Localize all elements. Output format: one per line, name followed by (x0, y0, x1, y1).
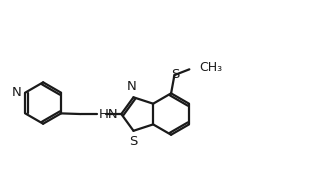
Text: S: S (129, 135, 138, 148)
Text: N: N (127, 80, 136, 93)
Text: CH₃: CH₃ (199, 61, 222, 74)
Text: N: N (12, 85, 22, 98)
Text: HN: HN (99, 108, 119, 121)
Text: S: S (172, 68, 180, 81)
